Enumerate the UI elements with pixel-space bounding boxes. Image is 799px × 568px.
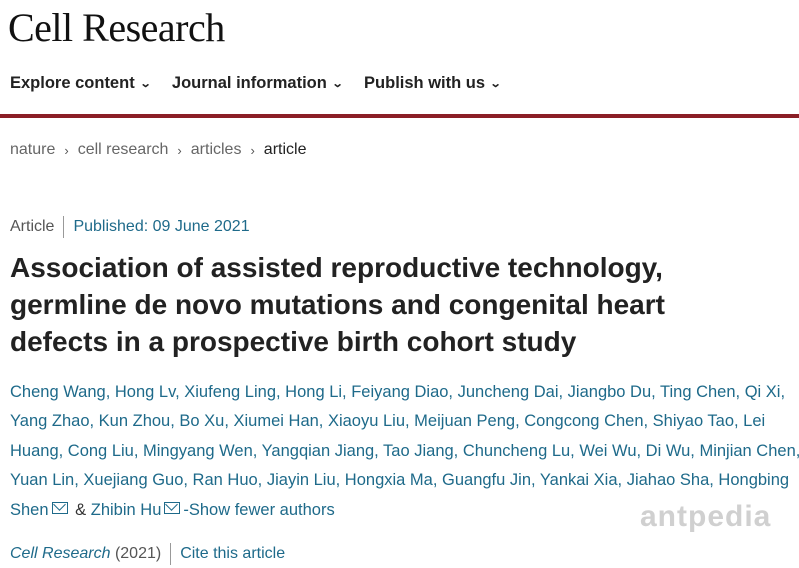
author-list: Cheng Wang, Hong Lv, Xiufeng Ling, Hong … [10, 378, 799, 525]
title-line: germline de novo mutations and congenita… [10, 289, 665, 320]
citation-bar: Cell Research (2021) Cite this article [10, 543, 285, 565]
author-line: Shen & Zhibin Hu -Show fewer authors [10, 496, 799, 525]
nav-label: Explore content [10, 74, 135, 92]
author-line[interactable]: Yang Zhao, Kun Zhou, Bo Xu, Xiumei Han, … [10, 412, 766, 431]
breadcrumb-nature[interactable]: nature [10, 141, 56, 158]
published-date: Published: 09 June 2021 [73, 218, 250, 235]
nav-explore-content[interactable]: Explore content ⌄ [10, 74, 152, 93]
chevron-down-icon: ⌄ [139, 78, 152, 90]
nav-journal-information[interactable]: Journal information ⌄ [171, 74, 344, 93]
author-line[interactable]: Yuan Lin, Xuejiang Guo, Ran Huo, Jiayin … [10, 471, 790, 490]
article-type: Article [10, 218, 55, 235]
main-nav: Explore content ⌄ Journal information ⌄ Pu… [10, 74, 502, 93]
chevron-down-icon: ⌄ [331, 78, 344, 90]
show-fewer-authors-button[interactable]: -Show fewer authors [183, 500, 335, 519]
divider [63, 216, 65, 238]
header-divider [0, 114, 799, 118]
breadcrumb-current: article [263, 141, 307, 158]
nav-label: Publish with us [364, 74, 486, 92]
article-meta: Article Published: 09 June 2021 [10, 216, 250, 238]
author-link[interactable]: Zhibin Hu [90, 500, 162, 519]
title-line: Association of assisted reproductive tec… [10, 252, 663, 283]
author-link[interactable]: Shen [10, 500, 49, 519]
title-line: defects in a prospective birth cohort st… [10, 326, 577, 357]
journal-logo[interactable]: Cell Research [8, 5, 225, 50]
email-icon[interactable] [51, 501, 68, 514]
watermark-logo: antpedia [640, 500, 772, 533]
journal-name: Cell Research [10, 545, 111, 562]
nav-publish-with-us[interactable]: Publish with us ⌄ [364, 74, 502, 93]
nav-label: Journal information [171, 74, 327, 92]
breadcrumb-articles[interactable]: articles [190, 141, 242, 158]
chevron-right-icon: › [177, 142, 182, 158]
chevron-right-icon: › [250, 142, 255, 158]
email-icon[interactable] [164, 501, 181, 514]
divider [170, 543, 172, 565]
breadcrumb-cell-research[interactable]: cell research [77, 141, 169, 158]
ampersand: & [75, 500, 87, 519]
article-title: Association of assisted reproductive tec… [10, 249, 790, 360]
author-line[interactable]: Cheng Wang, Hong Lv, Xiufeng Ling, Hong … [10, 383, 786, 401]
breadcrumb: nature › cell research › articles › article [10, 141, 306, 159]
author-line[interactable]: Huang, Cong Liu, Mingyang Wen, Yangqian … [10, 441, 799, 460]
year: (2021) [114, 545, 162, 562]
cite-article-link[interactable]: Cite this article [180, 545, 286, 562]
chevron-right-icon: › [64, 142, 69, 158]
chevron-down-icon: ⌄ [489, 78, 502, 90]
